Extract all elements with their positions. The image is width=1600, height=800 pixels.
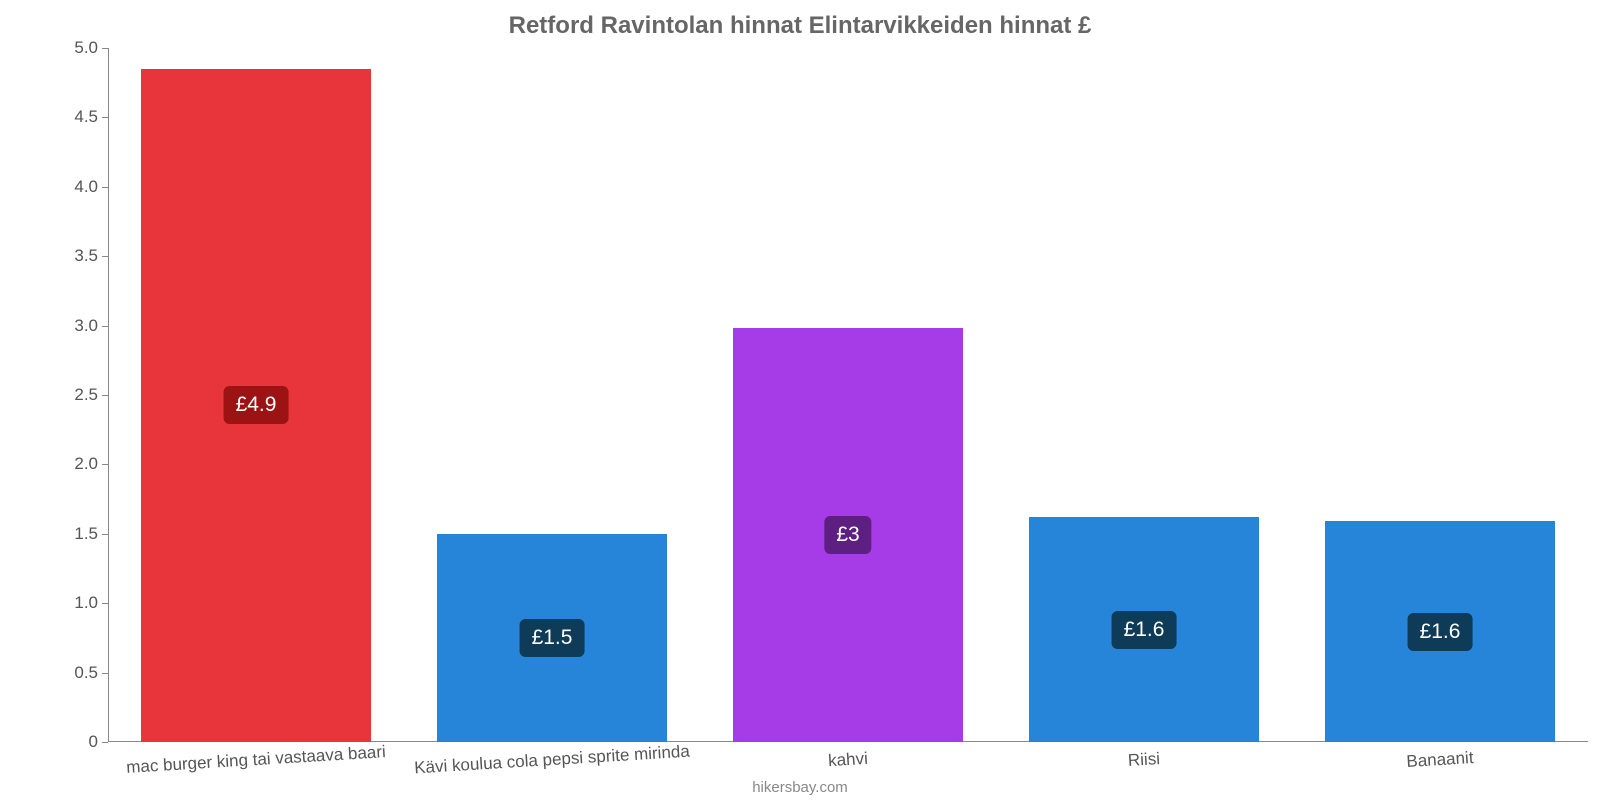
y-tick — [102, 326, 108, 327]
y-tick — [102, 742, 108, 743]
y-tick — [102, 464, 108, 465]
y-tick — [102, 534, 108, 535]
y-tick — [102, 48, 108, 49]
y-axis-label: 3.5 — [74, 246, 98, 266]
y-tick — [102, 117, 108, 118]
x-axis-label: mac burger king tai vastaava baari — [126, 742, 387, 778]
y-axis-label: 5.0 — [74, 38, 98, 58]
x-axis-label: Kävi koulua cola pepsi sprite mirinda — [414, 742, 691, 779]
y-axis-label: 3.0 — [74, 316, 98, 336]
y-tick — [102, 256, 108, 257]
y-tick — [102, 187, 108, 188]
y-axis-label: 4.5 — [74, 107, 98, 127]
value-badge: £1.5 — [520, 619, 585, 657]
chart-title: Retford Ravintolan hinnat Elintarvikkeid… — [0, 0, 1600, 40]
attribution: hikersbay.com — [752, 779, 848, 796]
y-tick — [102, 603, 108, 604]
x-axis-label: Riisi — [1127, 749, 1160, 771]
y-tick — [102, 395, 108, 396]
value-badge: £1.6 — [1112, 611, 1177, 649]
y-axis-label: 0.5 — [74, 663, 98, 683]
chart-area: 00.51.01.52.02.53.03.54.04.55.0mac burge… — [108, 48, 1588, 742]
y-axis-label: 4.0 — [74, 177, 98, 197]
y-tick — [102, 673, 108, 674]
y-axis-label: 2.0 — [74, 454, 98, 474]
x-axis-label: kahvi — [828, 749, 869, 771]
x-axis-label: Banaanit — [1406, 748, 1474, 772]
y-axis-label: 2.5 — [74, 385, 98, 405]
value-badge: £3 — [824, 516, 871, 554]
y-axis-label: 1.0 — [74, 593, 98, 613]
value-badge: £4.9 — [224, 386, 289, 424]
value-badge: £1.6 — [1408, 613, 1473, 651]
y-axis-label: 0 — [89, 732, 98, 752]
y-axis-label: 1.5 — [74, 524, 98, 544]
